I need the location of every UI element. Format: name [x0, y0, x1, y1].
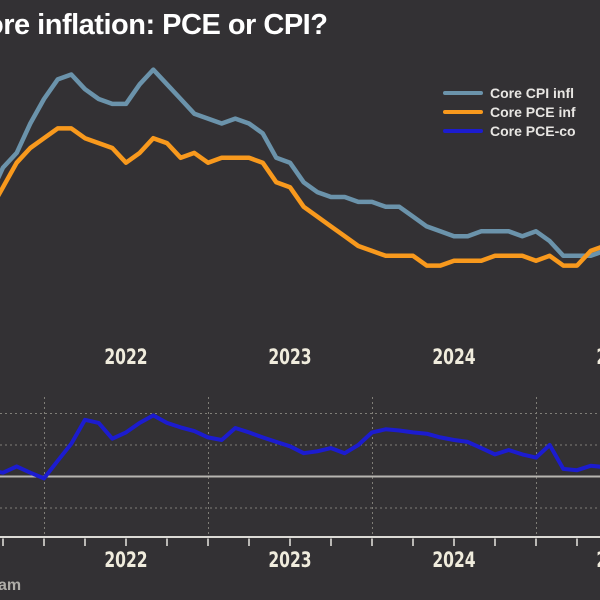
legend-item-core-pce-gap: Core PCE-co [443, 121, 576, 140]
source-text-fragment: am [0, 577, 22, 594]
core-pce-swatch-icon [443, 109, 483, 114]
chart-title: ore inflation: PCE or CPI? [0, 9, 328, 41]
legend-label-core-cpi: Core CPI infl [490, 84, 575, 101]
x-axis-year-label: 2023 [268, 548, 312, 572]
legend-label-core-pce: Core PCE inf [490, 103, 576, 120]
x-axis-year-label: 2022 [104, 345, 148, 369]
core-cpi-line [0, 67, 600, 259]
x-axis-year-label: 2025 [594, 548, 600, 572]
core-cpi-swatch-icon [443, 90, 483, 95]
legend-label-core-pce-gap: Core PCE-co [490, 122, 576, 139]
x-axis-year-label: 2025 [594, 345, 600, 369]
x-axis-year-label: 2023 [268, 345, 312, 369]
x-axis-year-label: 2022 [104, 548, 148, 572]
x-axis-year-label: 2024 [432, 548, 476, 572]
legend-item-core-cpi: Core CPI infl [443, 83, 576, 102]
legend: Core CPI infl Core PCE inf Core PCE-co [443, 83, 576, 140]
core-pce-gap-swatch-icon [443, 128, 483, 133]
core-pce-line [0, 126, 600, 268]
x-axis-year-label: 2024 [432, 345, 476, 369]
core-pce-gap-line [0, 413, 600, 481]
legend-item-core-pce: Core PCE inf [443, 102, 576, 121]
